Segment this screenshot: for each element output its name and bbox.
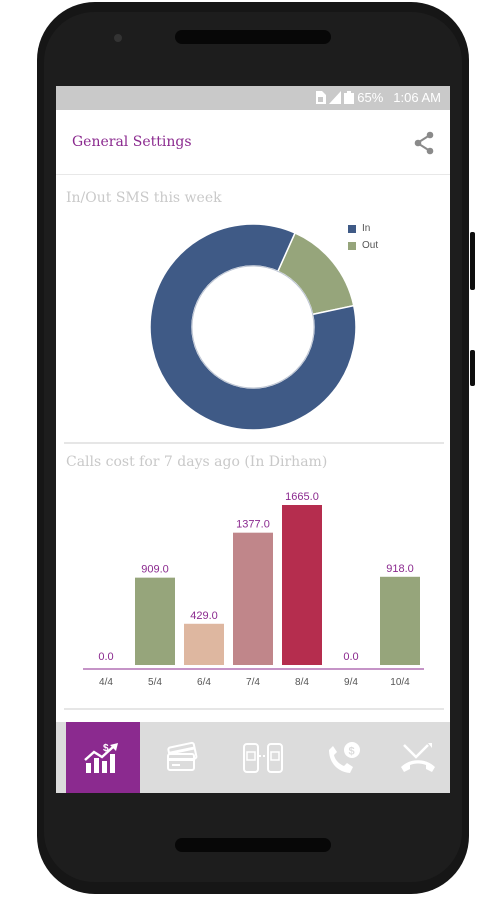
- bar-value-label: 918.0: [386, 563, 414, 575]
- x-tick-label: 7/4: [246, 677, 260, 688]
- screen: 65% 1:06 AM General Settings In/Out SMS …: [56, 86, 450, 793]
- bottom-navigation: $: [56, 722, 450, 793]
- x-tick-label: 8/4: [295, 677, 309, 688]
- nav-call-cost-tab[interactable]: $: [306, 722, 380, 793]
- front-camera: [114, 34, 122, 42]
- section-divider: [64, 442, 444, 444]
- top-speaker: [175, 30, 331, 44]
- legend-item-in: In: [348, 220, 378, 237]
- donut-hole: [191, 265, 315, 389]
- x-tick-label: 4/4: [99, 677, 113, 688]
- sms-legend: In Out: [348, 220, 378, 254]
- bar-value-label: 429.0: [190, 610, 218, 622]
- bar-8-4: [282, 505, 322, 665]
- nav-cards-tab[interactable]: [146, 722, 220, 793]
- calls-cost-bar-chart: 0.0 4/4 909.0 5/4 429.0 6/4 1377.0 7/4 1665.0 8/4…: [83, 491, 424, 688]
- app-bar: General Settings: [56, 110, 450, 175]
- bar-value-label: 909.0: [141, 564, 169, 576]
- battery-percent: 65%: [357, 90, 384, 105]
- legend-swatch-in: [348, 224, 356, 233]
- sms-transfer-icon: [243, 742, 283, 773]
- status-time: 1:06 AM: [393, 90, 441, 105]
- x-tick-label: 9/4: [344, 677, 358, 688]
- x-tick-label: 10/4: [390, 677, 410, 688]
- section-divider-bottom: [64, 708, 444, 710]
- sms-donut-chart: [150, 224, 356, 430]
- bottom-speaker: [175, 838, 331, 852]
- x-tick-label: 6/4: [197, 677, 211, 688]
- sms-section-title: In/Out SMS this week: [66, 190, 222, 206]
- missed-call-icon: [401, 742, 435, 772]
- bar-value-label: 1665.0: [285, 491, 319, 503]
- bar-7-4: [233, 532, 273, 665]
- bar-10-4: [380, 576, 420, 665]
- bar-value-label: 1377.0: [236, 519, 270, 531]
- power-button: [470, 350, 475, 386]
- status-icons: 65% 1:06 AM: [314, 90, 441, 105]
- nav-missed-calls-tab[interactable]: [386, 722, 450, 793]
- legend-label-out: Out: [362, 240, 379, 251]
- volume-button: [470, 232, 475, 290]
- nav-statistics-tab[interactable]: $: [66, 722, 140, 793]
- legend-swatch-out: [348, 241, 356, 250]
- call-cost-icon: $: [329, 741, 360, 773]
- bar-5-4: [135, 577, 175, 665]
- battery-icon: [344, 91, 355, 104]
- bar-value-label: 0.0: [98, 651, 113, 663]
- share-button[interactable]: [412, 130, 438, 156]
- svg-text:$: $: [103, 743, 109, 754]
- legend-item-out: Out: [348, 237, 378, 254]
- legend-label-in: In: [362, 223, 371, 234]
- x-tick-label: 5/4: [148, 677, 162, 688]
- status-bar: 65% 1:06 AM: [56, 86, 450, 110]
- bar-6-4: [184, 623, 224, 665]
- calls-section-title: Calls cost for 7 days ago (In Dirham): [66, 454, 328, 470]
- page-title: General Settings: [72, 134, 192, 150]
- svg-text:$: $: [349, 745, 355, 757]
- credit-cards-icon: [167, 741, 198, 771]
- bar-value-label: 0.0: [343, 651, 358, 663]
- signal-icon: [329, 91, 342, 104]
- share-icon: [414, 131, 434, 155]
- nav-sms-tab[interactable]: [226, 722, 300, 793]
- sim-icon: [316, 91, 327, 104]
- chart-growth-icon: $: [84, 742, 118, 773]
